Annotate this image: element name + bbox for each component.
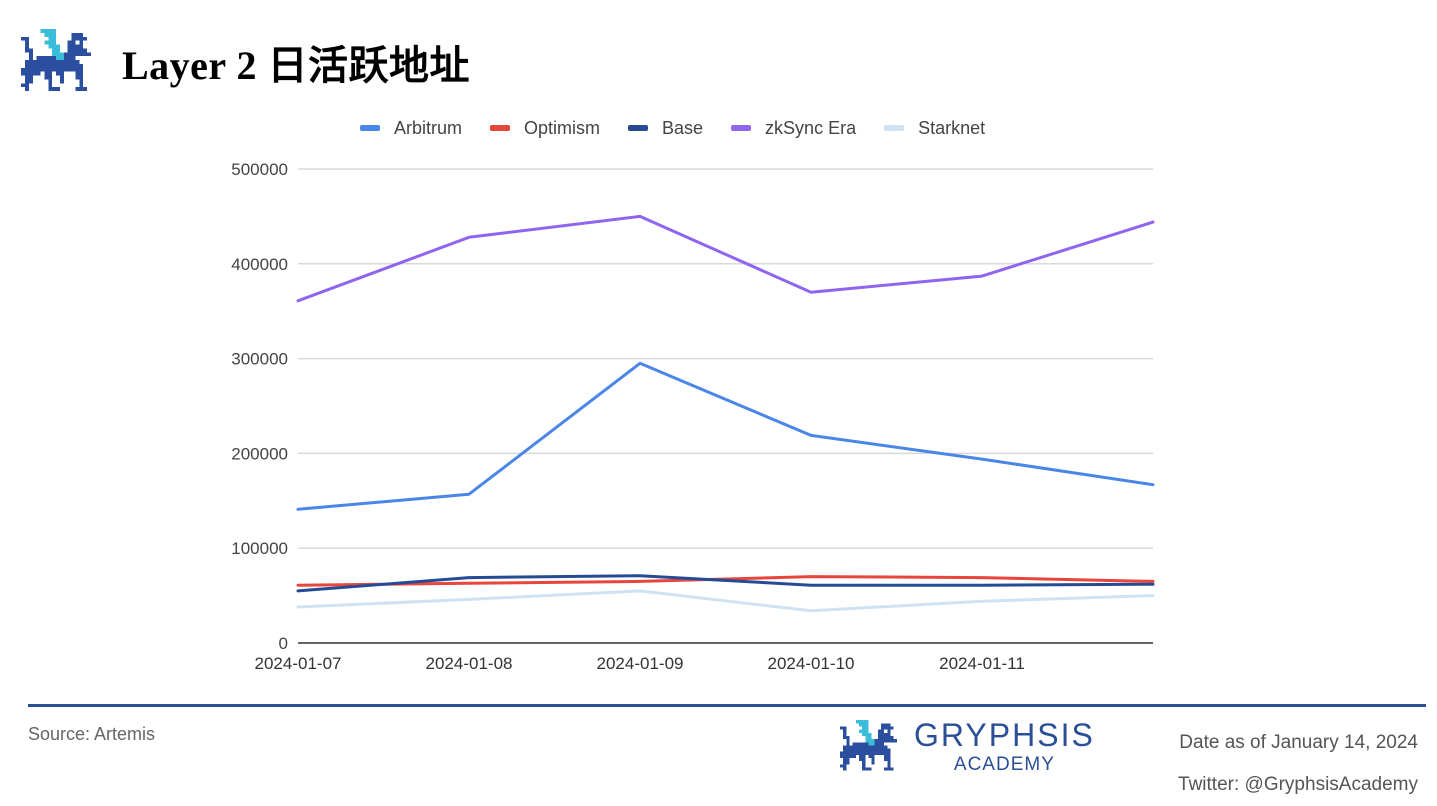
y-tick-label: 400000 (231, 255, 288, 274)
y-tick-label: 0 (279, 634, 288, 653)
x-axis-labels: 2024-01-07 2024-01-08 2024-01-09 2024-01-10… (255, 654, 1025, 673)
brand-name: GRYPHSIS (914, 717, 1095, 753)
gryphon-logo-icon (840, 720, 897, 771)
legend-swatch-icon (490, 125, 511, 131)
y-tick-label: 300000 (231, 350, 288, 369)
series-line-starknet[interactable] (296, 589, 1155, 613)
legend-item-zksync-era[interactable]: zkSync Era (731, 118, 856, 139)
x-tick-label: 2024-01-07 (255, 654, 342, 673)
brand-logo: GRYPHSIS ACADEMY (840, 718, 1095, 776)
footer-divider (28, 704, 1426, 707)
legend-item-optimism[interactable]: Optimism (490, 118, 600, 139)
x-tick-label: 2024-01-11 (939, 654, 1025, 673)
x-tick-label: 2024-01-08 (426, 654, 513, 673)
footer-meta: Date as of January 14, 2024 Twitter: @Gr… (1178, 722, 1418, 806)
date-label: Date as of January 14, 2024 (1179, 732, 1418, 753)
legend-swatch-icon (360, 125, 380, 131)
legend-item-starknet[interactable]: Starknet (884, 118, 985, 139)
legend-label: Arbitrum (394, 117, 463, 138)
legend-label: Base (662, 117, 704, 138)
legend-label: Starknet (918, 117, 986, 138)
gryphon-logo-icon (21, 29, 91, 92)
x-tick-label: 2024-01-09 (597, 654, 684, 673)
brand-text: GRYPHSIS ACADEMY (914, 718, 1095, 776)
series-line-zksync-era[interactable] (296, 214, 1155, 303)
brand-subtitle: ACADEMY (953, 754, 1055, 775)
chart-series (296, 214, 1155, 613)
twitter-link[interactable]: Twitter: @GryphsisAcademy (1178, 774, 1418, 795)
chart-legend: Arbitrum Optimism Base zkSync Era Starkn… (360, 117, 1013, 139)
y-tick-label: 100000 (231, 539, 288, 558)
page-title: Layer 2 日活跃地址 (122, 43, 470, 88)
x-tick-label: 2024-01-10 (768, 654, 855, 673)
legend-label: Optimism (524, 117, 601, 138)
legend-swatch-icon (731, 125, 752, 131)
line-chart: 0 100000 200000 300000 400000 500000 2024-01-… (231, 160, 1155, 673)
chart-gridlines (298, 168, 1153, 644)
y-tick-label: 500000 (231, 160, 288, 179)
y-axis-labels: 0 100000 200000 300000 400000 500000 (231, 160, 288, 653)
legend-item-arbitrum[interactable]: Arbitrum (360, 118, 462, 139)
y-tick-label: 200000 (231, 444, 288, 463)
source-label: Source: Artemis (28, 724, 156, 744)
legend-item-base[interactable]: Base (628, 118, 703, 139)
legend-swatch-icon (628, 125, 649, 131)
legend-label: zkSync Era (765, 117, 857, 138)
series-line-arbitrum[interactable] (296, 361, 1155, 511)
header: Layer 2 日活跃地址 (20, 26, 470, 98)
legend-swatch-icon (884, 125, 905, 131)
series-line-base[interactable] (296, 574, 1155, 593)
